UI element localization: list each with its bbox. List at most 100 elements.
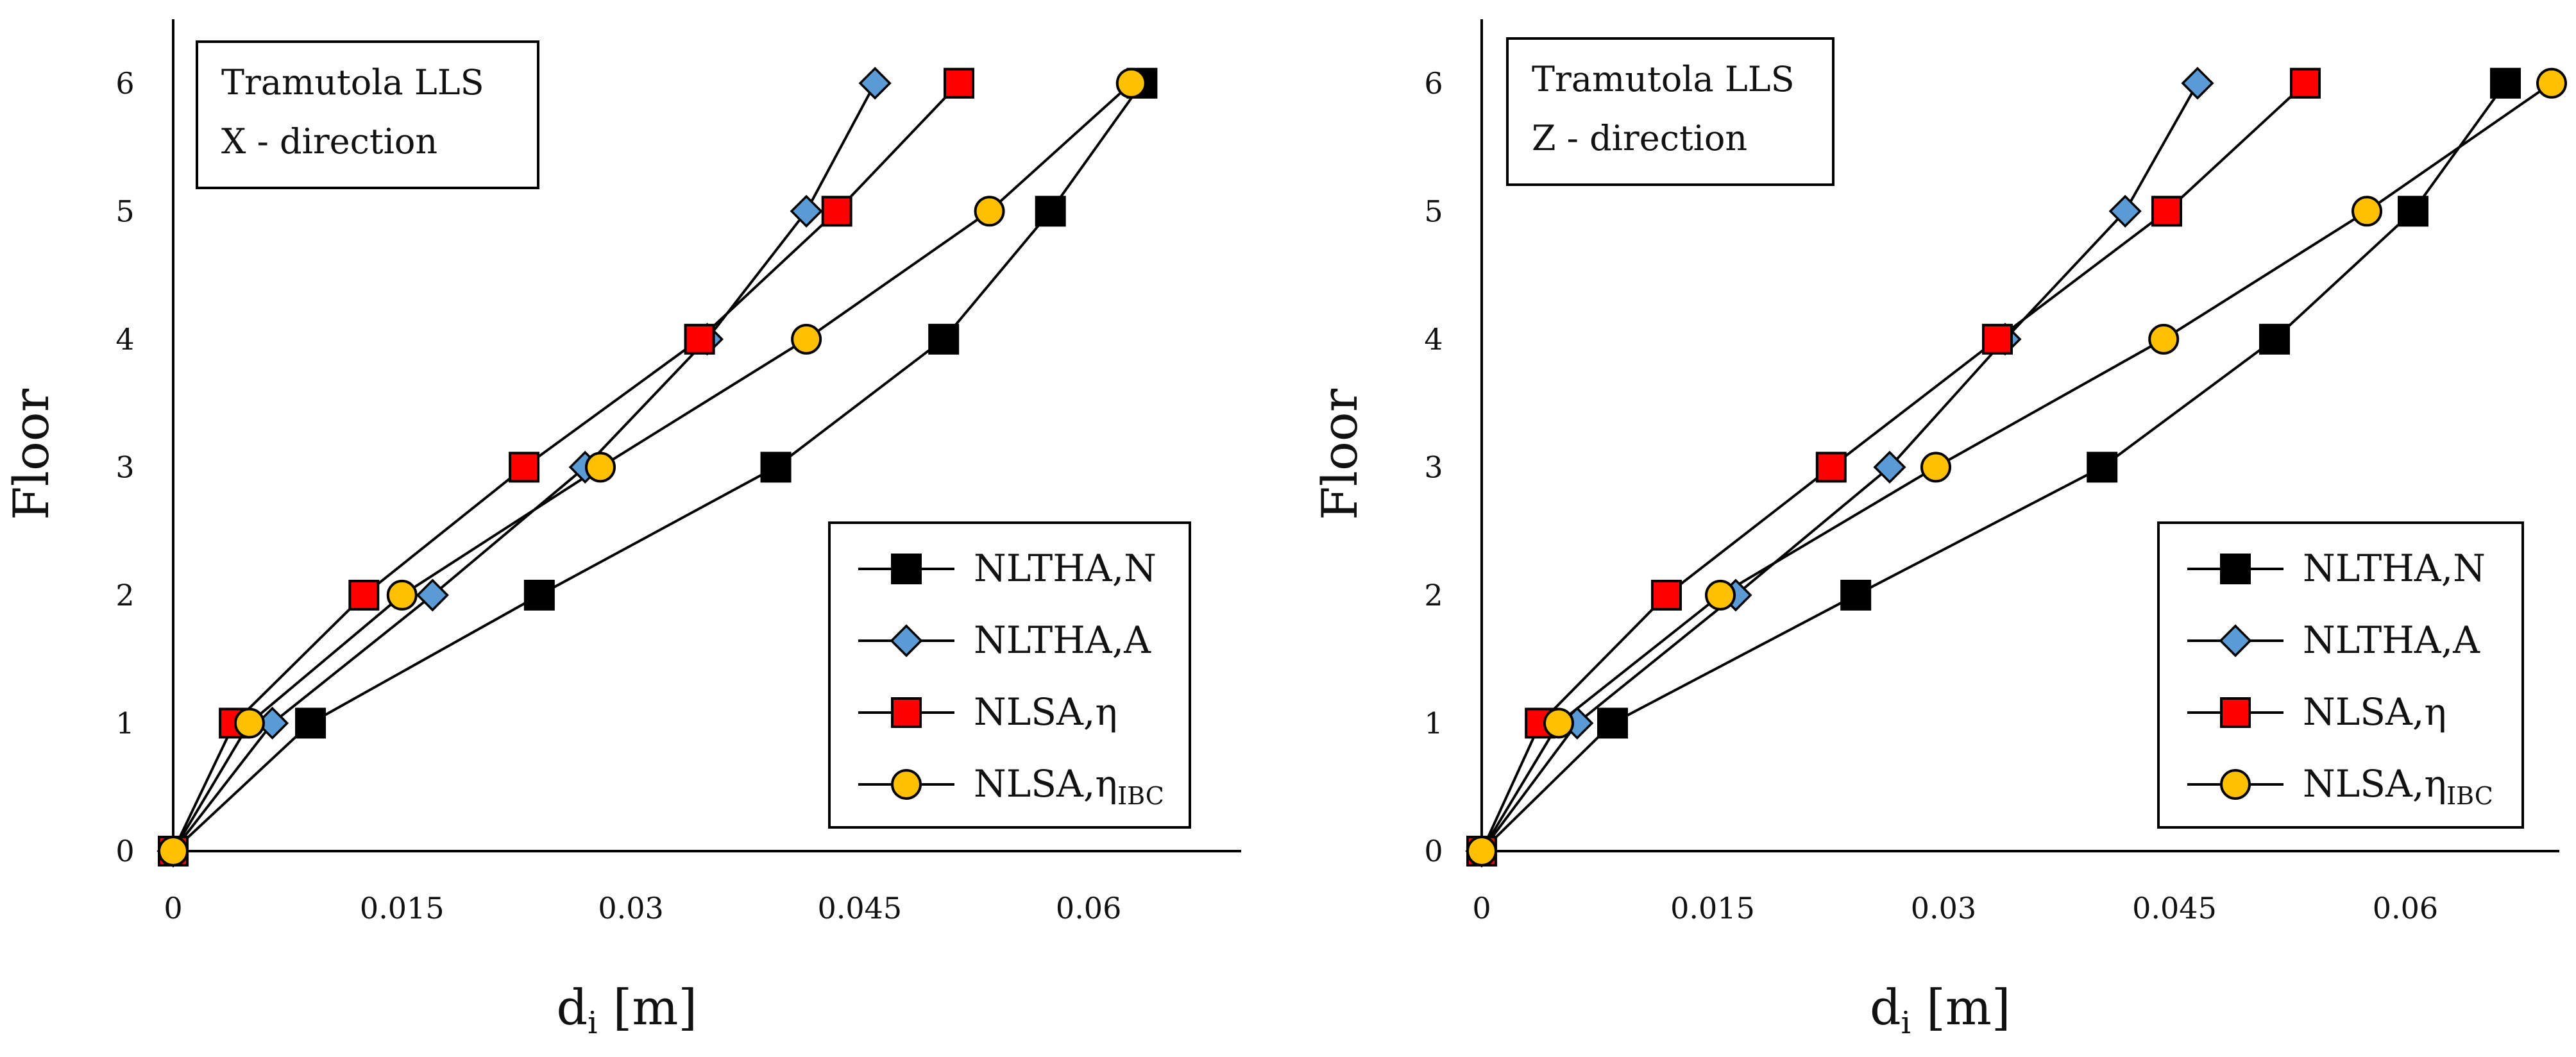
legend-label: NLTHA,N xyxy=(2303,546,2486,590)
y-tick-label: 5 xyxy=(1424,194,1443,228)
y-tick-label: 1 xyxy=(1424,706,1443,740)
data-point-4 xyxy=(1705,579,1736,611)
y-tick-label: 2 xyxy=(1424,578,1443,613)
data-point-4 xyxy=(233,707,265,739)
x-tick-label: 0 xyxy=(1472,891,1491,926)
data-point-4 xyxy=(1543,707,1574,739)
annotation-box xyxy=(1506,37,1835,186)
data-point-1 xyxy=(1597,707,1628,739)
data-point-4 xyxy=(1466,836,1497,867)
annotation-text: X - direction xyxy=(221,121,437,162)
data-point-1 xyxy=(1035,196,1066,227)
legend-box xyxy=(2157,521,2524,829)
legend-label: NLSA,ηIBC xyxy=(974,762,1164,810)
data-point-1 xyxy=(2259,323,2290,355)
y-tick-label: 6 xyxy=(1424,66,1443,101)
data-point-1 xyxy=(2087,452,2118,483)
data-point-2 xyxy=(2181,67,2214,100)
x-tick-label: 0.03 xyxy=(1911,891,1976,926)
y-tick-label: 3 xyxy=(115,450,134,484)
data-point-1 xyxy=(760,452,792,483)
data-point-4 xyxy=(2536,67,2567,99)
data-point-4 xyxy=(1115,67,1147,99)
data-point-3 xyxy=(1651,579,1682,611)
y-tick-label: 3 xyxy=(1424,450,1443,484)
x-tick-label: 0.045 xyxy=(2132,891,2217,926)
x-axis-title-unit: [m] xyxy=(1911,979,2011,1036)
y-tick-label: 0 xyxy=(115,834,134,868)
annotation-text: Tramutola LLS xyxy=(1532,59,1795,99)
legend-label-main: NLSA,η xyxy=(974,690,1117,734)
y-axis-title: Floor xyxy=(1311,388,1368,520)
x-axis-title-main: d xyxy=(1870,979,1901,1036)
data-point-3 xyxy=(1982,323,2013,355)
data-point-1 xyxy=(2490,67,2521,99)
legend-marker xyxy=(2220,554,2251,584)
x-tick-label: 0.06 xyxy=(1056,891,1121,926)
data-point-2 xyxy=(858,67,892,100)
annotation-text: Tramutola LLS xyxy=(221,62,484,103)
data-point-4 xyxy=(2148,323,2180,355)
legend-marker xyxy=(2220,769,2251,800)
legend-label: NLTHA,A xyxy=(974,618,1151,662)
data-point-3 xyxy=(684,323,715,355)
legend-label-sub: IBC xyxy=(1117,782,1164,810)
data-point-1 xyxy=(2398,196,2428,227)
data-point-4 xyxy=(585,452,616,483)
y-tick-label: 2 xyxy=(115,578,134,613)
legend-label-main: NLTHA,A xyxy=(974,618,1151,662)
data-point-3 xyxy=(348,579,380,611)
y-tick-label: 4 xyxy=(115,322,134,357)
data-point-3 xyxy=(509,452,540,483)
data-point-2 xyxy=(2108,194,2142,228)
legend-label-main: NLSA,η xyxy=(2303,690,2446,734)
data-point-4 xyxy=(158,836,189,867)
data-point-1 xyxy=(928,323,960,355)
data-point-4 xyxy=(2351,196,2382,227)
data-point-1 xyxy=(1840,579,1872,611)
y-tick-label: 4 xyxy=(1424,322,1443,357)
x-axis-title-sub: i xyxy=(1901,1005,1911,1041)
chart-panel-2: 0 0.015 0.03 0.045 0.06 0 1 2 3 4 5 6 Floor di [m] Tra… xyxy=(1311,19,2567,1041)
x-tick-label: 0 xyxy=(164,891,182,926)
data-point-1 xyxy=(295,707,326,739)
legend-label-main: NLSA,η xyxy=(974,762,1117,806)
y-tick-label: 5 xyxy=(115,194,134,228)
legend-label-main: NLTHA,N xyxy=(2303,546,2486,590)
data-point-4 xyxy=(1920,452,1951,483)
legend-label: NLTHA,N xyxy=(974,546,1157,590)
data-point-3 xyxy=(1815,452,1847,483)
legend-label-main: NLTHA,N xyxy=(974,546,1157,590)
data-point-3 xyxy=(2290,67,2321,99)
x-axis-title-unit: [m] xyxy=(598,979,698,1036)
data-point-3 xyxy=(943,67,974,99)
legend-marker xyxy=(891,769,922,800)
y-tick-label: 1 xyxy=(115,706,134,740)
x-tick-label: 0.06 xyxy=(2373,891,2438,926)
chart-panel-1: 0 0.015 0.03 0.045 0.06 0 1 2 3 4 5 6 Floor di [m] Tra… xyxy=(3,19,1241,1041)
x-tick-label: 0.015 xyxy=(360,891,445,926)
y-tick-label: 0 xyxy=(1424,834,1443,868)
legend-label-main: NLSA,η xyxy=(2303,762,2446,806)
legend-marker xyxy=(2220,697,2251,728)
data-point-4 xyxy=(974,196,1005,227)
data-point-4 xyxy=(386,579,418,611)
legend-label-main: NLTHA,A xyxy=(2303,618,2480,662)
x-tick-label: 0.03 xyxy=(598,891,663,926)
data-point-3 xyxy=(821,196,852,227)
legend-label: NLSA,η xyxy=(974,690,1117,734)
legend-label: NLSA,η xyxy=(2303,690,2446,734)
data-point-1 xyxy=(523,579,555,611)
data-point-2 xyxy=(790,194,823,228)
x-axis-title-main: d xyxy=(557,979,588,1036)
data-point-3 xyxy=(2151,196,2182,227)
y-axis-title: Floor xyxy=(3,388,60,520)
legend-label-sub: IBC xyxy=(2446,782,2493,810)
data-point-4 xyxy=(791,323,822,355)
data-point-2 xyxy=(1873,450,1906,484)
legend-label: NLTHA,A xyxy=(2303,618,2480,662)
x-tick-label: 0.045 xyxy=(818,891,902,926)
x-axis-title-sub: i xyxy=(588,1005,597,1041)
annotation-box xyxy=(196,40,539,189)
